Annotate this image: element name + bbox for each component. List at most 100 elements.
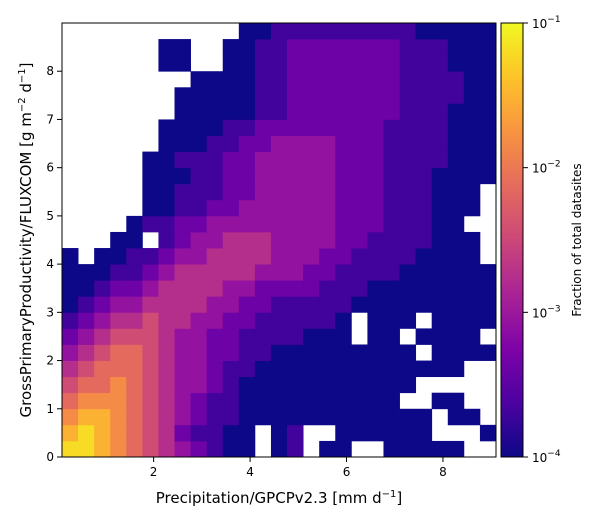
heatmap-cell: [158, 392, 175, 410]
heatmap-cell: [254, 328, 272, 345]
heatmap-cell: [174, 376, 191, 394]
heatmap-cell: [335, 199, 352, 217]
heatmap-cell: [206, 199, 224, 217]
heatmap-cell: [190, 151, 208, 169]
heatmap-cell: [383, 135, 400, 152]
heatmap-cell: [190, 440, 208, 458]
heatmap-cell: [447, 440, 465, 458]
heatmap-cell: [222, 296, 240, 313]
heatmap-cell: [206, 119, 224, 136]
heatmap-cell: [383, 87, 400, 104]
heatmap-cell: [254, 23, 272, 40]
heatmap-cell: [399, 23, 417, 40]
heatmap-cell: [238, 328, 256, 345]
heatmap-cell: [287, 87, 304, 104]
heatmap-cell: [254, 151, 272, 169]
heatmap-cell: [383, 264, 400, 281]
heatmap-cell: [254, 55, 272, 72]
heatmap-cell: [126, 424, 143, 442]
heatmap-cell: [463, 151, 481, 169]
heatmap-cell: [351, 199, 368, 217]
heatmap-cell: [158, 424, 175, 442]
heatmap-cell: [287, 167, 304, 185]
heatmap-cell: [287, 280, 304, 297]
heatmap-cell: [238, 183, 256, 201]
heatmap-cell: [399, 312, 417, 329]
heatmap-cell: [190, 231, 208, 249]
heatmap-cell: [463, 231, 481, 249]
heatmap-cell: [367, 23, 384, 40]
heatmap-cell: [447, 55, 465, 72]
heatmap-cell: [447, 248, 465, 265]
heatmap-cell: [174, 215, 191, 233]
heatmap-cell: [335, 119, 352, 136]
heatmap-cell: [335, 328, 352, 345]
heatmap-cell: [254, 135, 272, 152]
heatmap-cell: [238, 440, 256, 458]
heatmap-cell: [431, 360, 449, 378]
heatmap-cell: [190, 376, 208, 394]
heatmap-cell: [367, 87, 384, 104]
heatmap-cell: [367, 264, 384, 281]
heatmap-cell: [447, 135, 465, 152]
heatmap-cell: [174, 344, 191, 361]
heatmap-cell: [463, 280, 481, 297]
heatmap-cell: [383, 119, 400, 136]
heatmap-cell: [479, 424, 497, 442]
heatmap-cell: [367, 344, 384, 361]
heatmap-cell: [270, 248, 288, 265]
heatmap-cell: [399, 183, 417, 201]
heatmap-cell: [190, 424, 208, 442]
y-tick-label: 7: [46, 112, 54, 126]
heatmap-cell: [303, 312, 320, 329]
heatmap-cell: [399, 296, 417, 313]
x-tick-label: 8: [439, 465, 447, 479]
heatmap-cell: [463, 408, 481, 426]
heatmap-cell: [383, 328, 400, 345]
heatmap-cell: [351, 103, 368, 120]
heatmap-cell: [335, 296, 352, 313]
heatmap-cell: [303, 55, 320, 72]
heatmap-cell: [238, 135, 256, 152]
heatmap-cell: [319, 183, 336, 201]
heatmap-cell: [270, 215, 288, 233]
heatmap-cell: [142, 408, 159, 426]
heatmap-cell: [222, 440, 240, 458]
colorbar-tick-label: 10−1: [532, 15, 561, 31]
heatmap-cell: [431, 23, 449, 40]
heatmap-cell: [351, 248, 368, 265]
heatmap-cell: [222, 312, 240, 329]
heatmap-cell: [303, 151, 320, 169]
heatmap-cell: [399, 119, 417, 136]
heatmap-cell: [351, 296, 368, 313]
heatmap-cell: [158, 296, 175, 313]
heatmap-cell: [415, 296, 433, 313]
colorbar-tick-label: 10−3: [532, 304, 561, 320]
heatmap-cell: [383, 392, 400, 410]
heatmap-cell: [174, 119, 191, 136]
heatmap-cell: [270, 183, 288, 201]
heatmap-cell: [174, 392, 191, 410]
heatmap-cell: [399, 87, 417, 104]
heatmap-cell: [335, 215, 352, 233]
heatmap-cell: [222, 119, 240, 136]
heatmap-cell: [62, 424, 79, 442]
heatmap-cell: [335, 392, 352, 410]
heatmap-cell: [206, 296, 224, 313]
heatmap-cell: [463, 87, 481, 104]
heatmap-cell: [303, 199, 320, 217]
heatmap-cell: [415, 71, 433, 88]
heatmap-cell: [383, 408, 400, 426]
heatmap-cell: [62, 296, 79, 313]
heatmap-cell: [351, 376, 368, 394]
heatmap-cell: [335, 344, 352, 361]
heatmap-cell: [367, 167, 384, 185]
heatmap-cell: [110, 248, 127, 265]
heatmap-cell: [399, 199, 417, 217]
heatmap-cell: [367, 408, 384, 426]
heatmap-cell: [174, 199, 191, 217]
heatmap-cell: [447, 344, 465, 361]
heatmap-cell: [206, 264, 224, 281]
heatmap-cell: [126, 280, 143, 297]
heatmap-cell: [190, 71, 208, 88]
